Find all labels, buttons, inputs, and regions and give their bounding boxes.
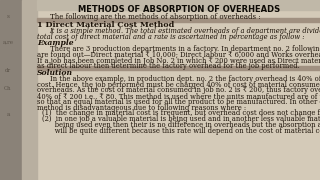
Text: In the above example, in production dept. no. 2 the factory overhead is 40% of d: In the above example, in production dept… [50,75,320,83]
Text: 40% of ₹ 200 i.e., ₹ 80. This method is used where the units manufactured are of: 40% of ₹ 200 i.e., ₹ 80. This method is … [37,92,320,100]
Text: Ch: Ch [4,86,12,91]
Text: method is disadvantageous due to following reasons where :: method is disadvantageous due to followi… [37,104,246,112]
Text: will be quite different because this rate will depend on the cost of material co: will be quite different because this rat… [42,127,320,135]
Text: so that an equal material is used for all the product to be manufactured. In oth: so that an equal material is used for al… [37,98,320,106]
Bar [37,0,320,10]
Bar [37,18,320,22]
Text: are found out—Direct material ₹ 10,000; Direct labour ₹ 6,000 and Works overhead: are found out—Direct material ₹ 10,000; … [37,51,320,59]
Text: The following are the methods of absorption of overheads :: The following are the methods of absorpt… [50,13,260,21]
Text: If a job has been completed in Job No. 2 in which ₹ 200 were used as Direct mate: If a job has been completed in Job No. 2… [37,57,320,64]
Text: Solution: Solution [37,69,73,77]
Text: It is a simple method. The total estimated overheads of a department are divided: It is a simple method. The total estimat… [50,27,320,35]
Text: a,re: a,re [3,40,13,45]
Text: There are 3 production departments in a factory. In department no. 2 following e: There are 3 production departments in a … [50,45,320,53]
Text: as direct labour then determine the factory overhead for the job performed.: as direct labour then determine the fact… [37,62,300,70]
Bar [22,0,37,180]
Text: (2)  in one job a valuable material is being used and in another less valuable m: (2) in one job a valuable material is be… [42,115,320,123]
Text: total cost of direct material and a rate is ascertained in percentage as follow : total cost of direct material and a rate… [37,33,304,41]
Text: cost. Hence, the job performed must be charged 40% of cost of material consumed : cost. Hence, the job performed must be c… [37,81,320,89]
Text: s: s [7,14,9,19]
Text: being used even then their is no difference in overheads but the absorption amou: being used even then their is no differe… [42,121,320,129]
Text: Example: Example [37,39,73,47]
Bar [37,0,320,180]
Text: (1)  the change in material cost is frequent, but overhead cost does not change : (1) the change in material cost is frequ… [42,109,320,117]
Bar [37,66,320,70]
Text: 1 Direct Material Cost Method: 1 Direct Material Cost Method [37,21,174,29]
Text: METHODS OF ABSORPTION OF OVERHEADS: METHODS OF ABSORPTION OF OVERHEADS [78,5,280,14]
Text: dr: dr [5,68,11,73]
Text: overheads. As the cost of material consumed in job no. 2 is ₹ 200, thus factory : overheads. As the cost of material consu… [37,86,320,94]
Bar [0,0,22,180]
Text: a: a [6,112,10,117]
